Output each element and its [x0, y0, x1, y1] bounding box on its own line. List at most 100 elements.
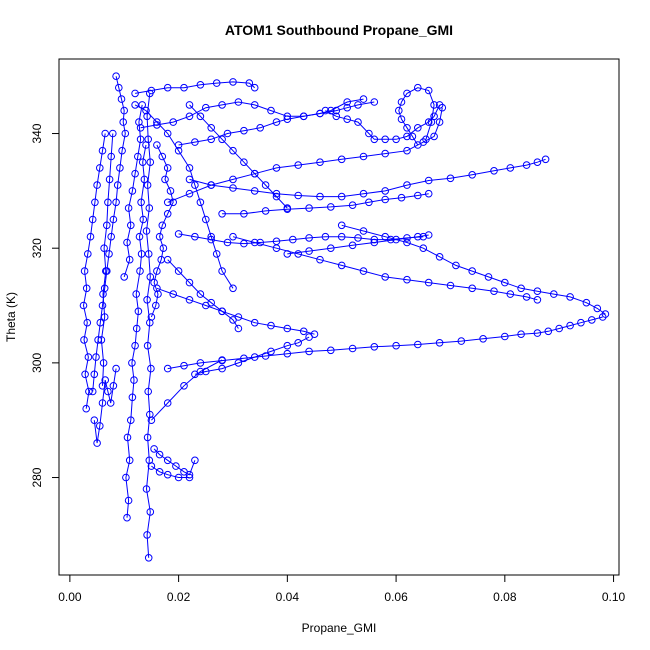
series-line	[156, 287, 315, 335]
data-point	[90, 416, 99, 425]
data-point	[348, 241, 357, 250]
data-point	[419, 138, 428, 146]
data-point	[533, 287, 542, 296]
data-point	[218, 356, 226, 364]
data-point	[218, 267, 226, 275]
x-tick-label: 0.04	[276, 590, 300, 604]
data-point	[82, 404, 90, 413]
data-point	[100, 313, 109, 321]
data-point	[153, 284, 161, 293]
data-point	[593, 304, 602, 313]
data-point	[517, 330, 525, 339]
data-point	[144, 554, 153, 562]
data-point	[506, 290, 515, 298]
data-point	[272, 118, 281, 126]
data-point	[250, 83, 259, 92]
data-point	[403, 181, 411, 189]
data-point	[435, 118, 444, 126]
trajectory-series	[131, 101, 237, 293]
data-point	[305, 333, 313, 341]
data-point	[316, 255, 324, 264]
data-point	[337, 192, 346, 201]
data-point	[272, 192, 281, 201]
data-point	[229, 284, 237, 293]
trajectory-series	[147, 141, 177, 321]
data-point	[80, 267, 89, 275]
data-point	[107, 152, 115, 161]
data-point	[138, 101, 146, 109]
data-point	[83, 318, 92, 327]
series-line	[325, 104, 441, 140]
data-point	[128, 393, 137, 402]
data-point	[395, 106, 403, 115]
data-point	[229, 184, 237, 192]
data-point	[392, 341, 400, 350]
data-point	[316, 109, 324, 118]
data-point	[256, 124, 265, 132]
data-point	[174, 267, 183, 275]
data-point	[381, 195, 390, 204]
data-point	[185, 473, 194, 482]
trajectory-series	[147, 462, 194, 482]
data-point	[321, 232, 330, 241]
plot-marks	[79, 72, 610, 562]
data-point	[414, 83, 422, 92]
y-axis: 280 300 320 340	[30, 123, 60, 488]
data-point	[250, 187, 259, 195]
data-point	[327, 203, 335, 211]
data-point	[136, 267, 144, 275]
data-point	[218, 307, 226, 316]
trajectory-series	[122, 141, 150, 522]
data-point	[207, 232, 215, 241]
data-point	[337, 155, 346, 164]
data-point	[370, 238, 379, 247]
trajectory-series	[120, 101, 146, 281]
data-point	[533, 296, 542, 304]
y-axis-label: Theta (K)	[4, 292, 18, 342]
data-point	[131, 341, 139, 350]
trajectory-series	[283, 231, 433, 258]
data-point	[152, 301, 160, 310]
data-point	[240, 126, 248, 135]
data-point	[256, 238, 265, 247]
data-point	[163, 129, 172, 138]
data-point	[438, 103, 447, 112]
data-point	[123, 433, 132, 442]
data-point	[381, 273, 390, 281]
data-point	[424, 231, 433, 239]
data-point	[234, 359, 243, 367]
data-point	[142, 106, 150, 115]
data-point	[97, 336, 106, 344]
data-point	[169, 290, 177, 298]
data-point	[381, 149, 390, 158]
trajectory-series	[142, 89, 155, 562]
data-point	[135, 232, 144, 241]
data-point	[107, 232, 115, 241]
y-tick-label: 280	[30, 467, 44, 487]
data-point	[267, 347, 275, 356]
data-point	[131, 89, 139, 98]
data-point	[283, 341, 292, 350]
data-point	[261, 207, 270, 215]
data-point	[403, 132, 411, 141]
data-point	[267, 321, 275, 330]
data-point	[105, 250, 113, 258]
data-point	[261, 352, 270, 360]
data-point	[305, 234, 313, 242]
series-line	[178, 233, 424, 245]
data-point	[522, 293, 531, 301]
data-point	[122, 473, 130, 482]
data-point	[180, 361, 188, 370]
data-point	[180, 83, 188, 92]
series-line	[93, 368, 117, 444]
data-point	[468, 267, 477, 275]
data-point	[172, 462, 180, 470]
data-point	[109, 215, 118, 224]
data-point	[163, 456, 172, 465]
data-point	[84, 353, 93, 361]
data-point	[131, 169, 139, 178]
data-point	[240, 210, 248, 218]
data-point	[99, 290, 107, 298]
data-point	[250, 238, 259, 247]
data-point	[544, 327, 553, 336]
